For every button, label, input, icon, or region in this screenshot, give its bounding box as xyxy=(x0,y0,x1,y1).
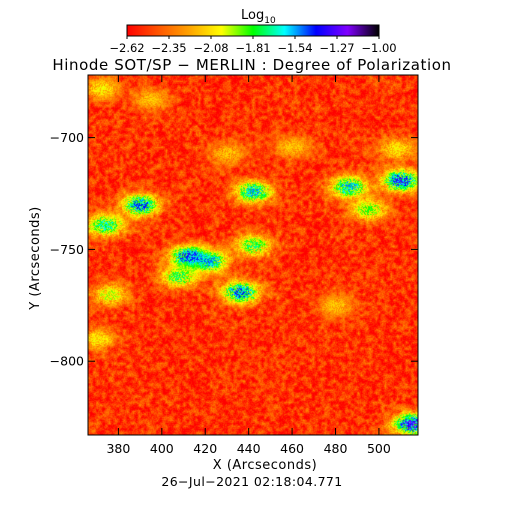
colorbar-ticks: −2.62 −2.35 −2.08 −1.81 −1.54 −1.27 −1.00 xyxy=(109,36,397,55)
colorbar-tick-label: −1.81 xyxy=(235,41,270,55)
y-tick-label: −800 xyxy=(50,354,84,369)
x-tick-label: 400 xyxy=(150,441,174,456)
y-axis: −700 −750 −800 xyxy=(50,130,418,369)
x-tick-label: 480 xyxy=(324,441,348,456)
plot-frame xyxy=(87,74,419,436)
colorbar-label: Log10 xyxy=(241,8,276,26)
x-tick-label: 500 xyxy=(367,441,391,456)
timestamp: 26−Jul−2021 02:18:04.771 xyxy=(161,474,342,489)
x-tick-label: 380 xyxy=(106,441,130,456)
x-tick-label: 420 xyxy=(193,441,217,456)
chart-title: Hinode SOT/SP − MERLIN : Degree of Polar… xyxy=(52,56,451,74)
polarization-map xyxy=(88,75,418,435)
colorbar-tick-label: −1.54 xyxy=(277,41,312,55)
colorbar xyxy=(126,24,380,37)
x-tick-label: 460 xyxy=(280,441,304,456)
x-axis-label: X (Arcseconds) xyxy=(213,458,317,473)
x-axis: 380 400 420 440 460 480 500 xyxy=(106,75,391,456)
colorbar-tick-label: −1.00 xyxy=(361,41,396,55)
x-tick-label: 440 xyxy=(237,441,261,456)
y-tick-label: −700 xyxy=(50,130,84,145)
colorbar-tick-label: −1.27 xyxy=(319,41,354,55)
colorbar-tick-label: −2.08 xyxy=(193,41,228,55)
y-tick-label: −750 xyxy=(50,242,84,257)
colorbar-tick-label: −2.62 xyxy=(109,41,144,55)
plot-area xyxy=(87,74,419,436)
colorbar-tick-label: −2.35 xyxy=(151,41,186,55)
y-axis-label: Y (Arcseconds) xyxy=(28,206,43,310)
